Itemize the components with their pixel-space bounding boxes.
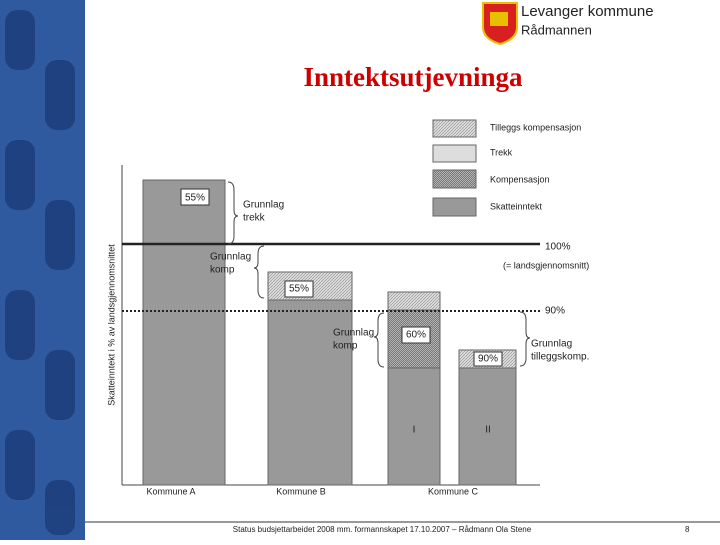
sub-label: II xyxy=(485,425,491,436)
bar-label: 55% xyxy=(289,284,309,295)
legend-swatch xyxy=(432,197,477,217)
label-box xyxy=(180,188,210,206)
legend-label: Tilleggs kompensasjon xyxy=(490,122,581,132)
brace xyxy=(253,245,265,299)
logo-figure xyxy=(490,12,508,26)
brace xyxy=(519,311,531,367)
category-label: Kommune B xyxy=(276,486,326,496)
category-label: Kommune C xyxy=(428,486,479,496)
bar-label: 55% xyxy=(185,193,205,204)
reference-label: 90% xyxy=(545,306,565,317)
bar xyxy=(387,367,441,486)
legend-label: Skatteinntekt xyxy=(490,201,543,211)
annotation: Grunnlag xyxy=(210,252,251,263)
annotation: trekk xyxy=(243,213,266,224)
annotation: tilleggskomp. xyxy=(531,352,589,363)
reference-label: 100% xyxy=(545,242,571,253)
legend-swatch xyxy=(432,144,477,163)
department: Rådmannen xyxy=(521,22,592,37)
bar-segment xyxy=(387,291,441,311)
slide-title: Inntektsutjevninga xyxy=(303,62,523,92)
annotation: Grunnlag xyxy=(243,200,284,211)
brace xyxy=(373,312,385,368)
page-number: 8 xyxy=(685,525,690,534)
brace xyxy=(227,181,239,245)
annotation: komp xyxy=(210,265,235,276)
legend-label: Trekk xyxy=(490,147,513,157)
bar xyxy=(458,367,517,486)
y-axis-label: Skatteinntekt i % av landsgjennomsnittet xyxy=(106,244,116,406)
label-box xyxy=(284,280,314,298)
bar xyxy=(142,179,226,486)
label-box xyxy=(473,351,503,367)
bar-label: 90% xyxy=(478,354,498,365)
legend-swatch xyxy=(432,119,477,138)
legend-label: Kompensasjon xyxy=(490,174,550,184)
bar xyxy=(267,299,353,486)
category-label: Kommune A xyxy=(146,486,195,496)
label-box xyxy=(401,326,431,344)
annotation: Grunnlag xyxy=(333,328,374,339)
footer-text: Status budsjettarbeidet 2008 mm. formann… xyxy=(233,525,532,534)
sub-label: I xyxy=(413,425,416,436)
annotation: komp xyxy=(333,341,358,352)
organization: Levanger kommune xyxy=(521,3,654,20)
annotation: Grunnlag xyxy=(531,339,572,350)
side-pattern xyxy=(5,10,75,535)
reference-note: (= landsgjennomsnitt) xyxy=(503,260,589,270)
legend-swatch xyxy=(432,169,477,189)
bar-label: 60% xyxy=(406,330,426,341)
